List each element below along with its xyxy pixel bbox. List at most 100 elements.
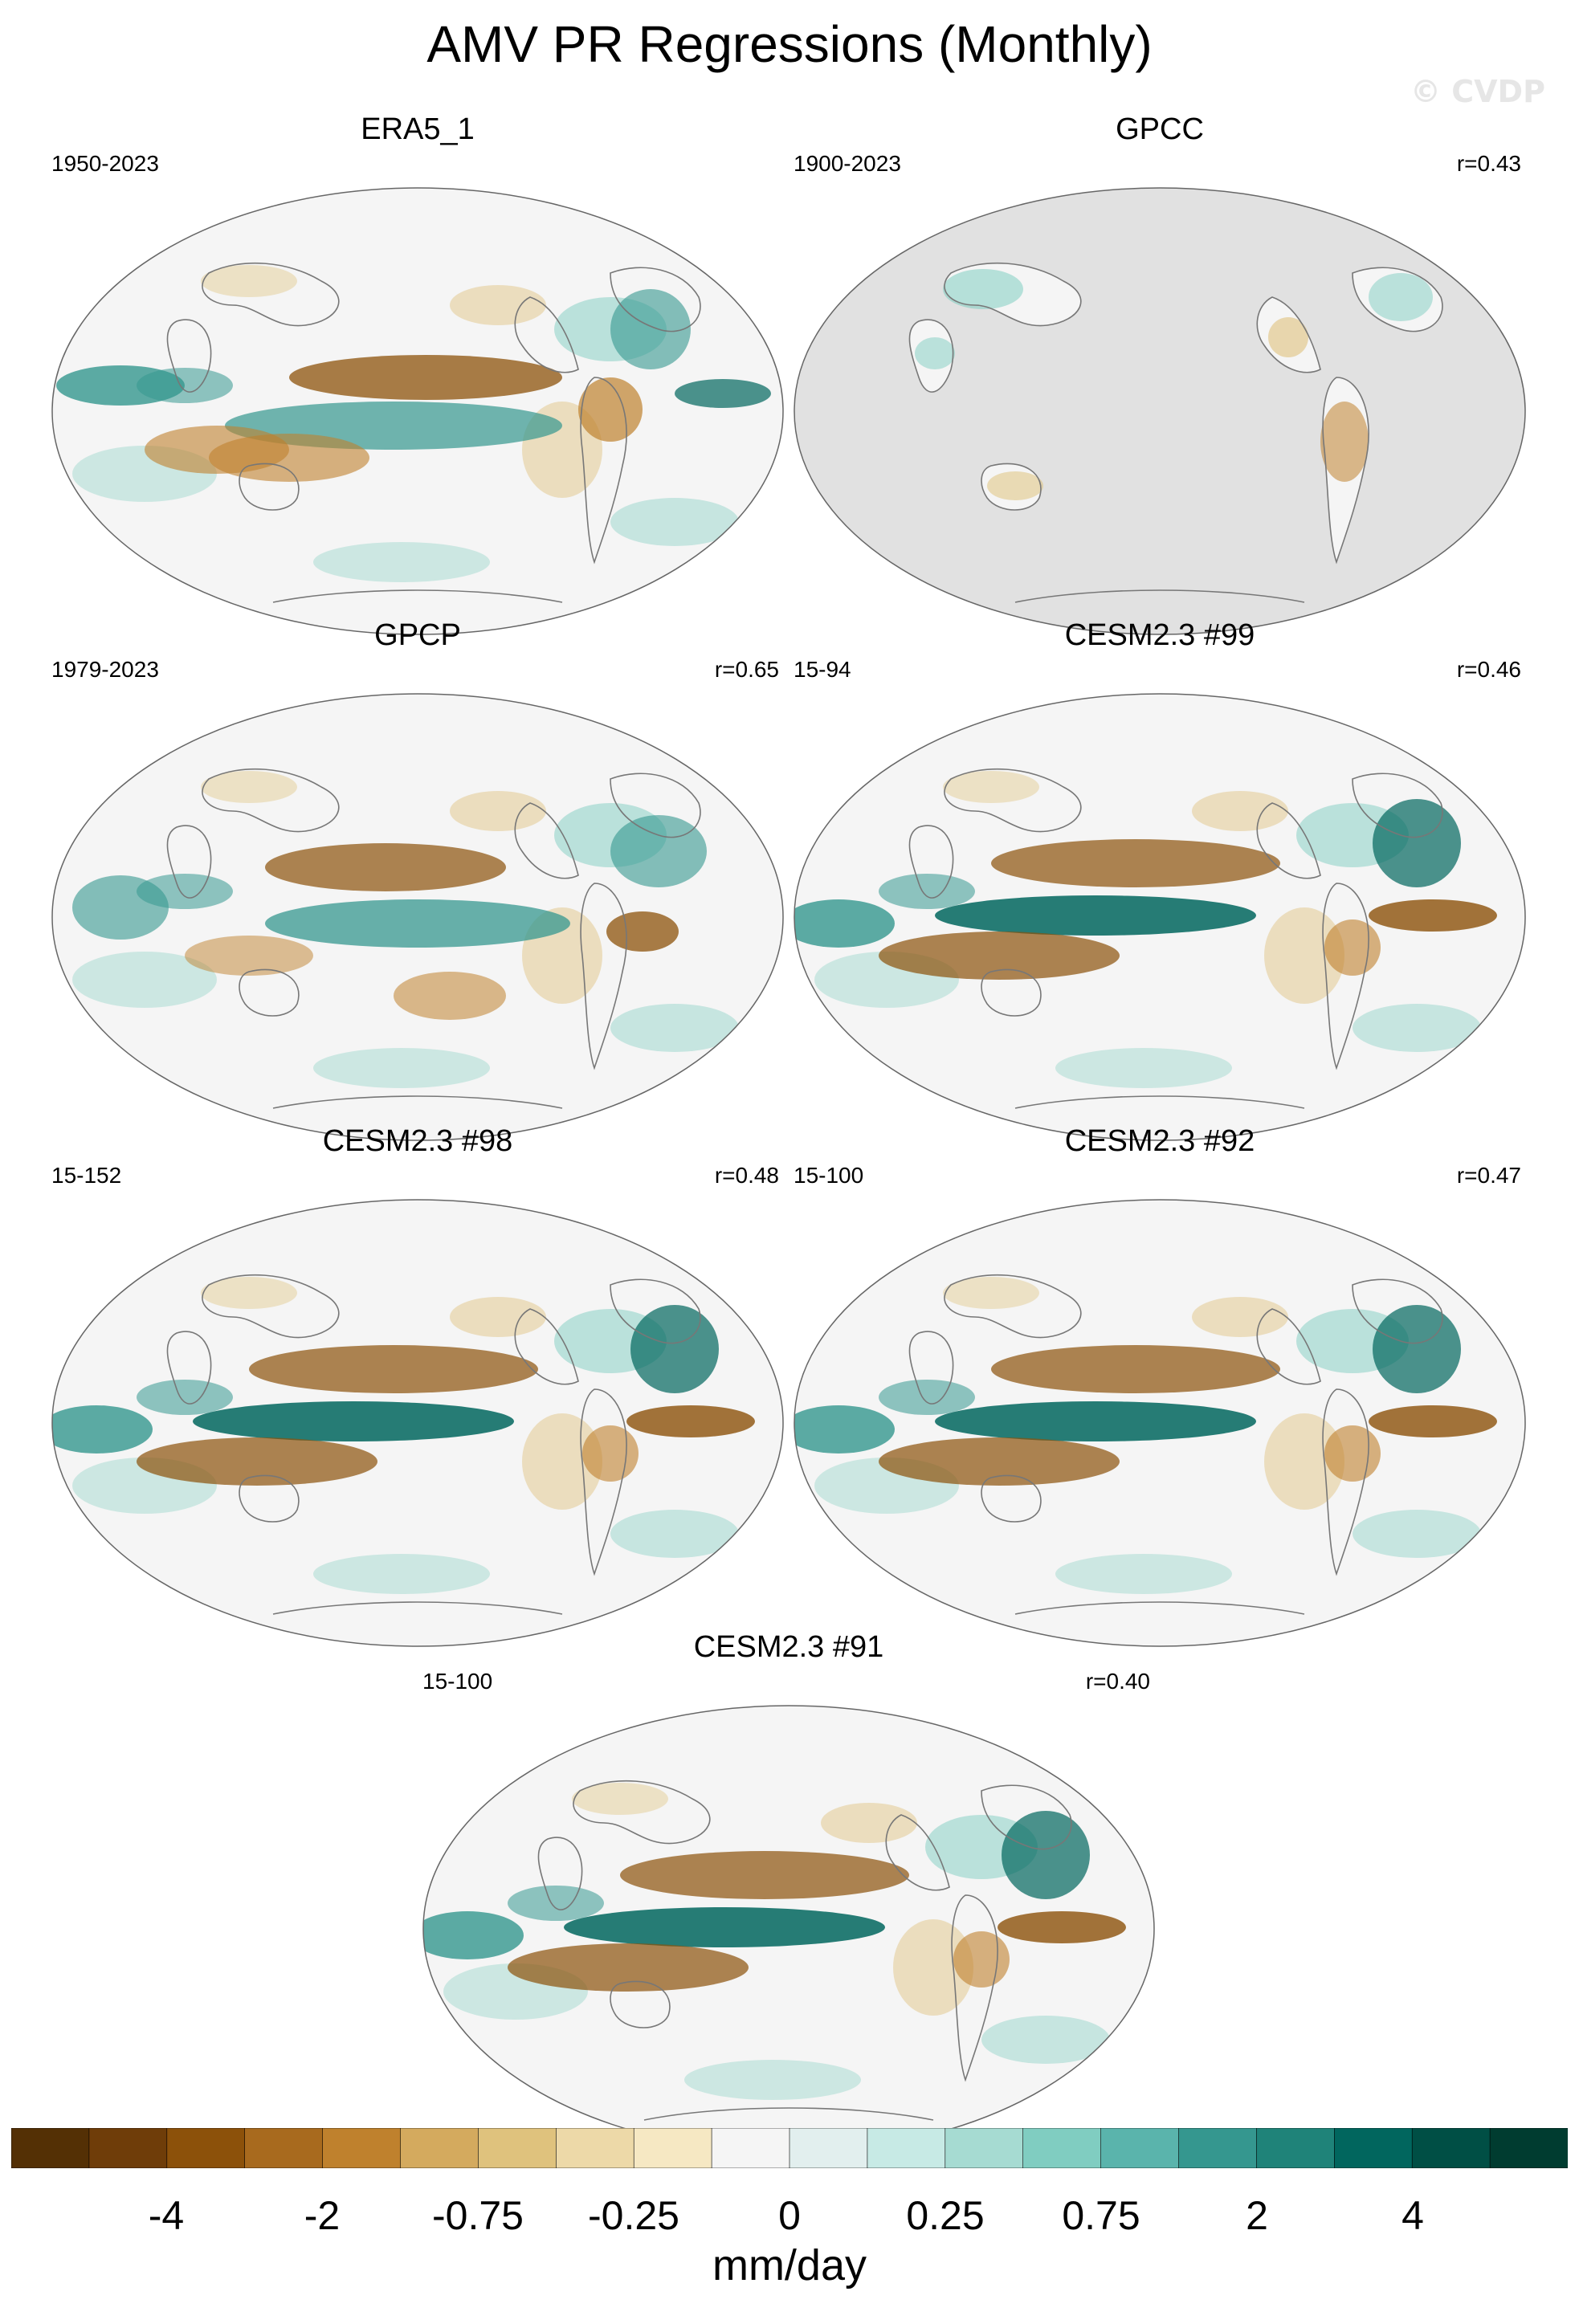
precip-anomaly-region [991, 839, 1280, 887]
precip-anomaly-region [522, 1413, 602, 1510]
coastline [1322, 883, 1369, 1070]
colorbar-swatch [322, 2128, 402, 2168]
colorbar-tick: 0.75 [1062, 2193, 1140, 2238]
panel-years: 15-94 [794, 657, 851, 682]
coastline [908, 1331, 954, 1405]
precip-anomaly-region [572, 1783, 668, 1815]
precip-anomaly-region [879, 932, 1120, 980]
panel-correlation: r=0.43 [1456, 151, 1521, 176]
colorbar-swatch [867, 2128, 946, 2168]
precip-anomaly-region [610, 1510, 739, 1558]
panel-years: 15-100 [422, 1669, 493, 1694]
colorbar-swatch [11, 2128, 90, 2168]
precip-anomaly-region [72, 875, 169, 940]
coastline [514, 802, 579, 879]
precip-anomaly-region [265, 899, 570, 948]
colorbar-tick: 0 [778, 2193, 801, 2238]
coastline [1352, 1278, 1443, 1344]
colorbar-swatch [1489, 2128, 1568, 2168]
colorbar-swatch [1334, 2128, 1414, 2168]
coastline [944, 1274, 1082, 1339]
precip-anomaly-region [265, 843, 506, 891]
panel-title: CESM2.3 #91 [693, 1630, 884, 1664]
colorbar-swatch [555, 2128, 634, 2168]
colorbar-tick: 0.25 [906, 2193, 985, 2238]
coastline [610, 773, 701, 838]
precip-anomaly-region [893, 1919, 973, 2016]
coastline [981, 1784, 1072, 1850]
precip-anomaly-region [72, 952, 217, 1008]
panel-years: 15-152 [51, 1163, 122, 1188]
coastline [573, 1780, 711, 1845]
precip-anomaly-region [1192, 791, 1288, 831]
regression-map [422, 1705, 1155, 2153]
regression-map [794, 187, 1526, 635]
precip-anomaly-region [137, 1380, 233, 1415]
coastline [981, 1474, 1042, 1523]
precip-anomaly-region [52, 1405, 153, 1454]
precip-anomaly-region [1192, 1297, 1288, 1337]
coastline [981, 463, 1042, 511]
panel-correlation: r=0.47 [1456, 1163, 1521, 1188]
precip-anomaly-region [193, 1401, 514, 1441]
precip-anomaly-region [145, 426, 289, 474]
precip-anomaly-region [794, 899, 895, 948]
precip-anomaly-region [1268, 317, 1308, 357]
colorbar-swatch [244, 2128, 324, 2168]
coastline [1352, 267, 1443, 332]
panel-correlation: r=0.40 [1085, 1669, 1150, 1694]
panel-title: ERA5_1 [361, 112, 475, 146]
colorbar-swatch [789, 2128, 868, 2168]
precip-anomaly-region [821, 1803, 917, 1843]
precip-anomaly-region [201, 265, 297, 297]
precip-anomaly-region [879, 1380, 975, 1415]
coastline [580, 1388, 627, 1576]
coastline [239, 463, 300, 511]
precip-anomaly-region [879, 874, 975, 909]
panel-years: 15-100 [794, 1163, 864, 1188]
coastline [981, 968, 1042, 1017]
precip-anomaly-region [610, 815, 707, 887]
precip-anomaly-region [508, 1943, 749, 1992]
panel-title: CESM2.3 #98 [322, 1124, 513, 1158]
precip-anomaly-region [1324, 919, 1381, 976]
colorbar-tick: 2 [1246, 2193, 1268, 2238]
coastline [202, 1274, 340, 1339]
coastline [272, 1095, 563, 1109]
precip-anomaly-region [684, 2060, 861, 2100]
precip-anomaly-region [1373, 1305, 1461, 1393]
precip-anomaly-region [991, 1345, 1280, 1393]
precip-anomaly-region [935, 1401, 1256, 1441]
precip-anomaly-region [578, 377, 643, 442]
precip-anomaly-region [201, 1277, 297, 1309]
precip-anomaly-region [626, 1405, 755, 1437]
map-border [794, 1199, 1526, 1647]
colorbar-swatch [166, 2128, 246, 2168]
precip-anomaly-region [630, 1305, 719, 1393]
precip-anomaly-region [943, 269, 1023, 309]
precip-anomaly-region [423, 1911, 524, 1959]
precip-anomaly-region [1055, 1048, 1232, 1088]
coastline [1322, 377, 1369, 565]
panel-gpcc: GPCC 1900-2023 r=0.43 [790, 112, 1529, 635]
coastline [1014, 589, 1305, 603]
precip-anomaly-region [313, 542, 490, 582]
coastline [580, 883, 627, 1070]
panel-cesm-98: CESM2.3 #98 15-152 r=0.48 [48, 1124, 787, 1647]
precip-anomaly-region [1320, 402, 1369, 482]
coastline [239, 968, 300, 1017]
panel-cesm-91: CESM2.3 #91 15-100 r=0.40 [419, 1630, 1158, 2153]
regression-map [51, 1199, 784, 1647]
panel-gpcp: GPCP 1979-2023 r=0.65 [48, 618, 787, 1141]
colorbar-swatch [1100, 2128, 1180, 2168]
colorbar-swatch [945, 2128, 1024, 2168]
precip-anomaly-region [450, 791, 546, 831]
coastline [885, 1814, 950, 1891]
coastline [166, 825, 212, 899]
precip-anomaly-region [1264, 1413, 1344, 1510]
precip-anomaly-region [1353, 1004, 1481, 1052]
precip-anomaly-region [1369, 1405, 1497, 1437]
coastline [1014, 1601, 1305, 1615]
colorbar [11, 2128, 1568, 2168]
coastline [908, 319, 954, 393]
